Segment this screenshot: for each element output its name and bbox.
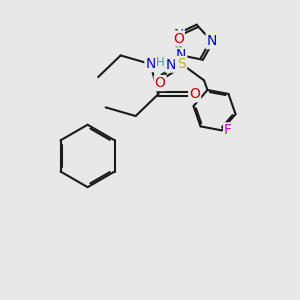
Text: H: H [156,56,165,69]
Text: N: N [173,28,184,41]
Text: N: N [176,48,186,62]
Text: N: N [207,34,217,48]
Text: O: O [155,76,166,90]
Text: O: O [173,32,184,46]
Text: O: O [189,87,200,101]
Text: N: N [146,57,156,71]
Text: N: N [166,58,176,72]
Text: S: S [177,57,186,71]
Text: F: F [224,123,232,137]
